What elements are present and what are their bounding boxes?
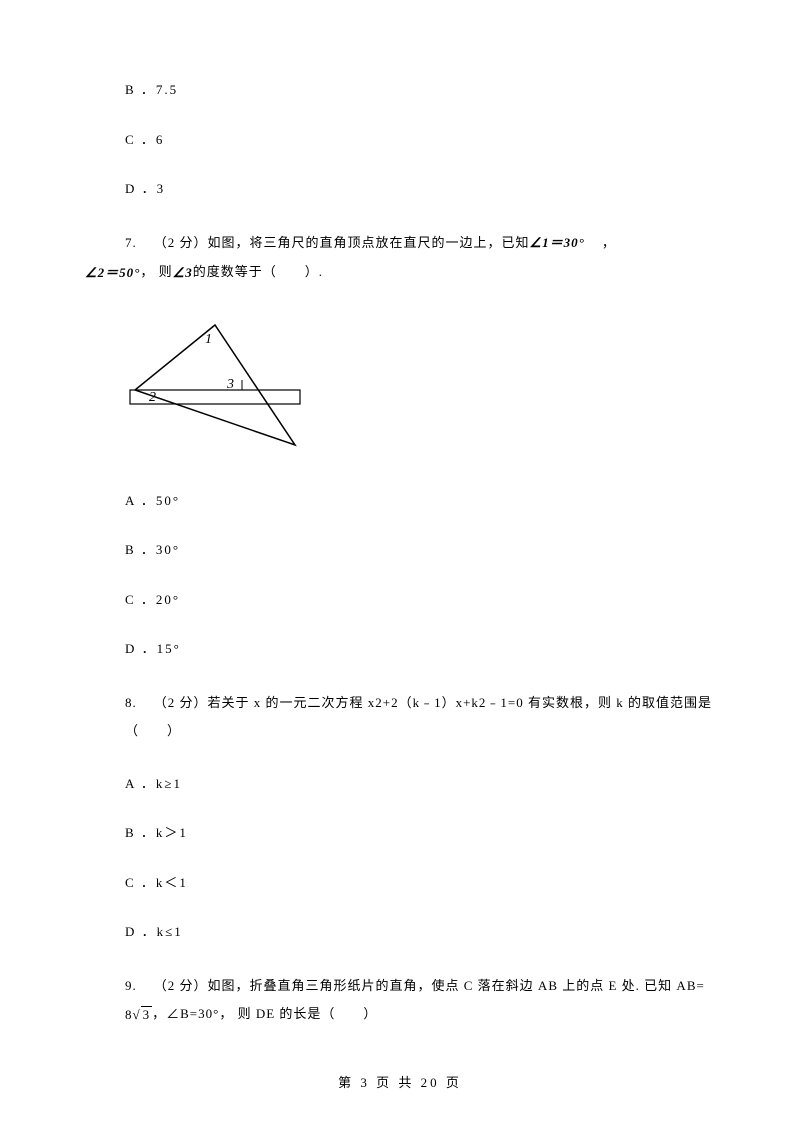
sqrt-expression: 8√3 <box>125 1001 152 1030</box>
q7-option-a: A ．50° <box>125 491 715 511</box>
question-8: 8. （2 分）若关于 x 的一元二次方程 x2+2（k﹣1）x+k2﹣1=0 … <box>125 689 715 746</box>
q7-comma: ， <box>602 235 616 250</box>
question-7: 7. （2 分）如图，将三角尺的直角顶点放在直尺的一边上，已知∠1＝30° ， … <box>125 229 715 288</box>
q8-text: 若关于 x 的一元二次方程 x2+2（k﹣1）x+k2﹣1=0 有实数根，则 k… <box>125 695 712 739</box>
sqrt-coef: 8 <box>125 1007 133 1022</box>
q7-points: （2 分） <box>154 235 208 250</box>
q9-text2: ，∠B=30°， 则 DE 的长是（ ） <box>152 1006 377 1021</box>
page-footer: 第 3 页 共 20 页 <box>0 1073 800 1093</box>
sqrt-rad: 3 <box>141 1006 153 1022</box>
q7-text1: 如图，将三角尺的直角顶点放在直尺的一边上，已知 <box>208 235 530 250</box>
q7-angle2: ∠2＝50° <box>85 259 140 288</box>
q7-option-d: D ．15° <box>125 639 715 659</box>
diagram-label-1: 1 <box>205 332 212 347</box>
option-b-prev: B ．7.5 <box>125 80 715 100</box>
q7-angle1: ∠1＝30° <box>530 229 585 258</box>
option-c-prev: C ．6 <box>125 130 715 150</box>
q7-option-b: B ．30° <box>125 540 715 560</box>
q7-option-c: C ．20° <box>125 590 715 610</box>
q8-option-b: B ．k＞1 <box>125 823 715 843</box>
q8-option-d: D ．k≤1 <box>125 922 715 942</box>
q7-text3: 的度数等于（ ）. <box>193 264 323 279</box>
q7-number: 7. <box>125 235 137 250</box>
q7-text2: ， 则 <box>140 264 172 279</box>
q8-option-a: A ．k≥1 <box>125 774 715 794</box>
q7-diagram: 1 2 3 <box>125 315 715 461</box>
q9-number: 9. <box>125 978 137 993</box>
q9-points: （2 分） <box>154 978 208 993</box>
q8-option-c: C ．k＜1 <box>125 873 715 893</box>
q9-text1: 如图，折叠直角三角形纸片的直角，使点 C 落在斜边 AB 上的点 E 处. 已知… <box>208 978 705 993</box>
triangle-shape <box>135 325 295 445</box>
question-9: 9. （2 分）如图，折叠直角三角形纸片的直角，使点 C 落在斜边 AB 上的点… <box>125 972 715 1030</box>
diagram-label-2: 2 <box>149 390 156 405</box>
option-d-prev: D ．3 <box>125 179 715 199</box>
q8-points: （2 分） <box>154 695 208 710</box>
diagram-label-3: 3 <box>226 377 234 392</box>
q7-angle3: ∠3 <box>173 259 193 288</box>
q8-number: 8. <box>125 695 137 710</box>
